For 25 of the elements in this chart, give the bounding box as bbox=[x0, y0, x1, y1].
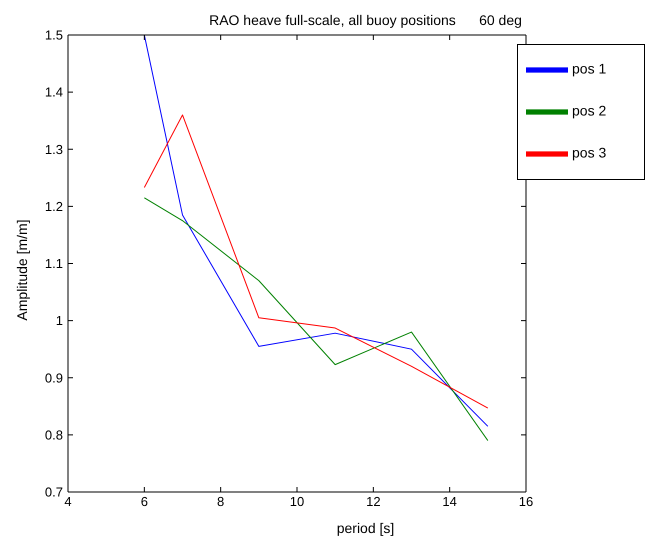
y-tick-label: 1.2 bbox=[44, 198, 63, 214]
y-tick-label: 1.5 bbox=[44, 28, 63, 43]
x-axis-title: period [s] bbox=[336, 520, 396, 536]
x-tick-label: 12 bbox=[366, 494, 381, 510]
y-tick-label: 0.8 bbox=[44, 427, 63, 442]
legend-label: pos 3 bbox=[572, 144, 606, 161]
x-tick-label: 6 bbox=[140, 494, 148, 510]
line-series bbox=[144, 114, 488, 409]
y-axis-title: Amplitude [m/m] bbox=[14, 219, 30, 321]
line-series bbox=[144, 197, 488, 442]
y-tick-label: 1.1 bbox=[44, 256, 63, 272]
legend-label: pos 2 bbox=[572, 102, 606, 119]
x-tick-label: 14 bbox=[442, 494, 457, 510]
chart-title: RAO heave full-scale, all buoy positions 60 deg bbox=[208, 12, 523, 28]
y-tick-label: 1 bbox=[56, 313, 63, 328]
x-tick-label: 16 bbox=[518, 494, 534, 510]
legend-label: pos 1 bbox=[572, 60, 606, 77]
x-tick-label: 4 bbox=[64, 494, 72, 510]
x-tick-label: 8 bbox=[217, 494, 224, 510]
y-tick-label: 0.9 bbox=[44, 370, 63, 386]
y-tick-label: 0.7 bbox=[44, 484, 63, 500]
line-series bbox=[144, 35, 488, 427]
y-tick-label: 1.4 bbox=[44, 84, 63, 100]
x-tick-label: 10 bbox=[290, 494, 304, 510]
y-tick-label: 1.3 bbox=[44, 142, 63, 157]
